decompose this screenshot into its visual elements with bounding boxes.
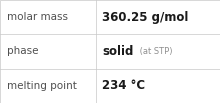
Text: phase: phase	[7, 46, 38, 57]
Text: (at STP): (at STP)	[137, 47, 172, 56]
Text: molar mass: molar mass	[7, 12, 68, 22]
Text: solid: solid	[102, 45, 134, 58]
Text: melting point: melting point	[7, 81, 77, 91]
Text: 360.25 g/mol: 360.25 g/mol	[102, 11, 189, 24]
Text: 234 °C: 234 °C	[102, 79, 145, 92]
